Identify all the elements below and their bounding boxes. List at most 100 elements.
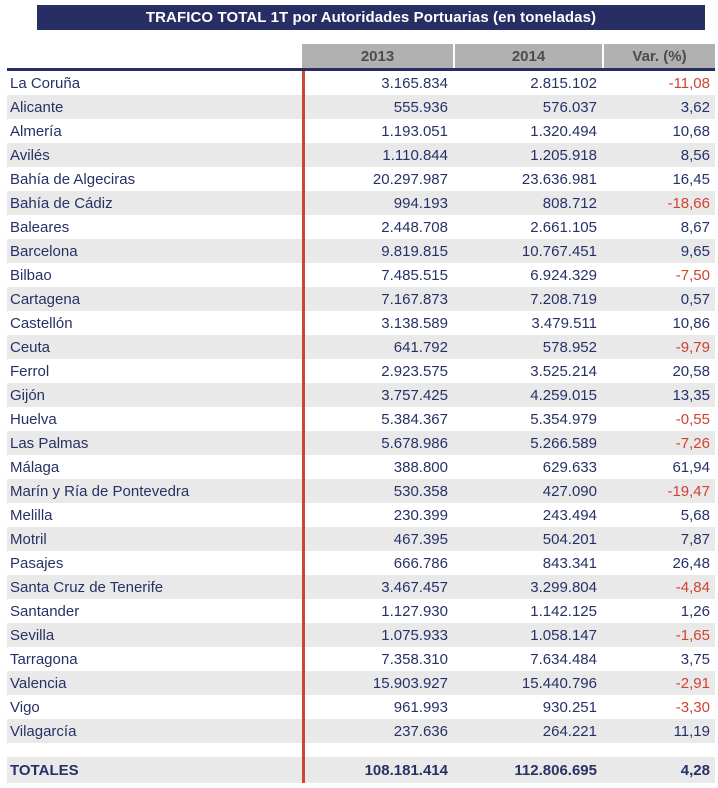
table-row: Málaga 388.800 629.633 61,94 bbox=[7, 455, 715, 479]
table-body: La Coruña 3.165.834 2.815.102 -11,08 Alicant… bbox=[7, 71, 715, 743]
port-name: Barcelona bbox=[10, 242, 78, 260]
value-2013: 3.757.425 bbox=[381, 386, 448, 404]
value-var: 8,56 bbox=[680, 146, 710, 164]
table-row: Bahía de Algeciras 20.297.987 23.636.981 16… bbox=[7, 167, 715, 191]
table-row: Castellón 3.138.589 3.479.511 10,86 bbox=[7, 311, 715, 335]
value-2013: 5.384.367 bbox=[381, 410, 448, 428]
totals-2014: 112.806.695 bbox=[514, 761, 597, 779]
value-var: 11,19 bbox=[673, 722, 710, 740]
port-name: La Coruña bbox=[10, 74, 81, 92]
totals-2013: 108.181.414 bbox=[364, 761, 448, 779]
value-var: 3,62 bbox=[680, 98, 710, 116]
value-2013: 666.786 bbox=[393, 554, 448, 572]
value-2013: 1.110.844 bbox=[382, 146, 448, 164]
table-row: Cartagena 7.167.873 7.208.719 0,57 bbox=[7, 287, 715, 311]
value-2014: 243.494 bbox=[542, 506, 597, 524]
value-2014: 5.354.979 bbox=[530, 410, 597, 428]
value-2013: 641.792 bbox=[393, 338, 448, 356]
value-2013: 7.485.515 bbox=[381, 266, 448, 284]
port-name: Castellón bbox=[10, 314, 73, 332]
table-row: Melilla 230.399 243.494 5,68 bbox=[7, 503, 715, 527]
value-2013: 7.167.873 bbox=[381, 290, 448, 308]
value-2013: 20.297.987 bbox=[372, 170, 448, 188]
port-name: Almería bbox=[10, 122, 62, 140]
value-var: -9,79 bbox=[675, 338, 710, 356]
value-2013: 530.358 bbox=[393, 482, 448, 500]
value-2014: 1.058.147 bbox=[530, 626, 597, 644]
column-divider-line bbox=[302, 71, 305, 783]
table-row: Almería 1.193.051 1.320.494 10,68 bbox=[7, 119, 715, 143]
table-row: Sevilla 1.075.933 1.058.147 -1,65 bbox=[7, 623, 715, 647]
value-2014: 576.037 bbox=[542, 98, 597, 116]
value-2013: 388.800 bbox=[393, 458, 448, 476]
value-2014: 629.633 bbox=[542, 458, 597, 476]
value-var: 1,26 bbox=[680, 602, 710, 620]
value-var: 8,67 bbox=[680, 218, 710, 236]
port-name: Bahía de Cádiz bbox=[10, 194, 113, 212]
value-2014: 15.440.796 bbox=[521, 674, 597, 692]
port-name: Avilés bbox=[10, 146, 50, 164]
value-2014: 3.299.804 bbox=[530, 578, 597, 596]
port-name: Ferrol bbox=[10, 362, 50, 380]
value-2014: 3.479.511 bbox=[531, 314, 597, 332]
value-var: 10,68 bbox=[672, 122, 710, 140]
value-var: -7,50 bbox=[675, 266, 710, 284]
value-var: -7,26 bbox=[675, 434, 710, 452]
value-var: -1,65 bbox=[675, 626, 710, 644]
value-var: -3,30 bbox=[675, 698, 710, 716]
value-var: -18,66 bbox=[667, 194, 710, 212]
table-row: Barcelona 9.819.815 10.767.451 9,65 bbox=[7, 239, 715, 263]
value-2014: 1.320.494 bbox=[530, 122, 597, 140]
port-name: Tarragona bbox=[10, 650, 78, 668]
totals-var: 4,28 bbox=[680, 761, 710, 779]
port-name: Cartagena bbox=[10, 290, 81, 308]
value-var: 0,57 bbox=[680, 290, 710, 308]
value-var: -11,08 bbox=[668, 74, 710, 92]
traffic-table: 2013 2014 Var. (%) La Coruña 3.165.834 2.8… bbox=[7, 44, 715, 783]
value-2014: 5.266.589 bbox=[530, 434, 597, 452]
value-var: 10,86 bbox=[672, 314, 710, 332]
table-row: Alicante 555.936 576.037 3,62 bbox=[7, 95, 715, 119]
table-row: La Coruña 3.165.834 2.815.102 -11,08 bbox=[7, 71, 715, 95]
value-var: -0,55 bbox=[675, 410, 710, 428]
table-row: Tarragona 7.358.310 7.634.484 3,75 bbox=[7, 647, 715, 671]
header-spacer bbox=[7, 44, 302, 68]
value-2013: 961.993 bbox=[393, 698, 448, 716]
value-2013: 1.075.933 bbox=[381, 626, 448, 644]
value-2013: 3.138.589 bbox=[381, 314, 448, 332]
table-row: Ferrol 2.923.575 3.525.214 20,58 bbox=[7, 359, 715, 383]
table-row: Bahía de Cádiz 994.193 808.712 -18,66 bbox=[7, 191, 715, 215]
report-title-bar: TRAFICO TOTAL 1T por Autoridades Portuar… bbox=[37, 5, 705, 30]
table-row: Pasajes 666.786 843.341 26,48 bbox=[7, 551, 715, 575]
port-name: Bilbao bbox=[10, 266, 52, 284]
value-2014: 7.634.484 bbox=[530, 650, 597, 668]
port-name: Málaga bbox=[10, 458, 60, 476]
table-row: Gijón 3.757.425 4.259.015 13,35 bbox=[7, 383, 715, 407]
value-2013: 467.395 bbox=[393, 530, 448, 548]
value-2014: 808.712 bbox=[542, 194, 597, 212]
value-2014: 7.208.719 bbox=[530, 290, 597, 308]
table-row: Valencia 15.903.927 15.440.796 -2,91 bbox=[7, 671, 715, 695]
totals-gap bbox=[7, 743, 715, 757]
value-2014: 23.636.981 bbox=[521, 170, 597, 188]
table-header-row: 2013 2014 Var. (%) bbox=[7, 44, 715, 68]
totals-row: TOTALES 108.181.414 112.806.695 4,28 bbox=[7, 757, 715, 783]
value-2013: 5.678.986 bbox=[381, 434, 448, 452]
value-2014: 1.205.918 bbox=[530, 146, 597, 164]
table-row: Las Palmas 5.678.986 5.266.589 -7,26 bbox=[7, 431, 715, 455]
table-row: Santa Cruz de Tenerife 3.467.457 3.299.804… bbox=[7, 575, 715, 599]
header-divider-rule bbox=[7, 68, 715, 71]
value-2014: 3.525.214 bbox=[530, 362, 597, 380]
port-name: Marín y Ría de Pontevedra bbox=[10, 482, 190, 500]
column-header-2013: 2013 bbox=[302, 44, 453, 68]
port-name: Santa Cruz de Tenerife bbox=[10, 578, 164, 596]
port-name: Bahía de Algeciras bbox=[10, 170, 136, 188]
port-name: Sevilla bbox=[10, 626, 55, 644]
value-2013: 230.399 bbox=[393, 506, 448, 524]
report-title: TRAFICO TOTAL 1T por Autoridades Portuar… bbox=[145, 9, 597, 26]
port-name: Gijón bbox=[10, 386, 46, 404]
table-row: Avilés 1.110.844 1.205.918 8,56 bbox=[7, 143, 715, 167]
value-2013: 15.903.927 bbox=[372, 674, 448, 692]
port-name: Vilagarcía bbox=[10, 722, 77, 740]
table-row: Santander 1.127.930 1.142.125 1,26 bbox=[7, 599, 715, 623]
